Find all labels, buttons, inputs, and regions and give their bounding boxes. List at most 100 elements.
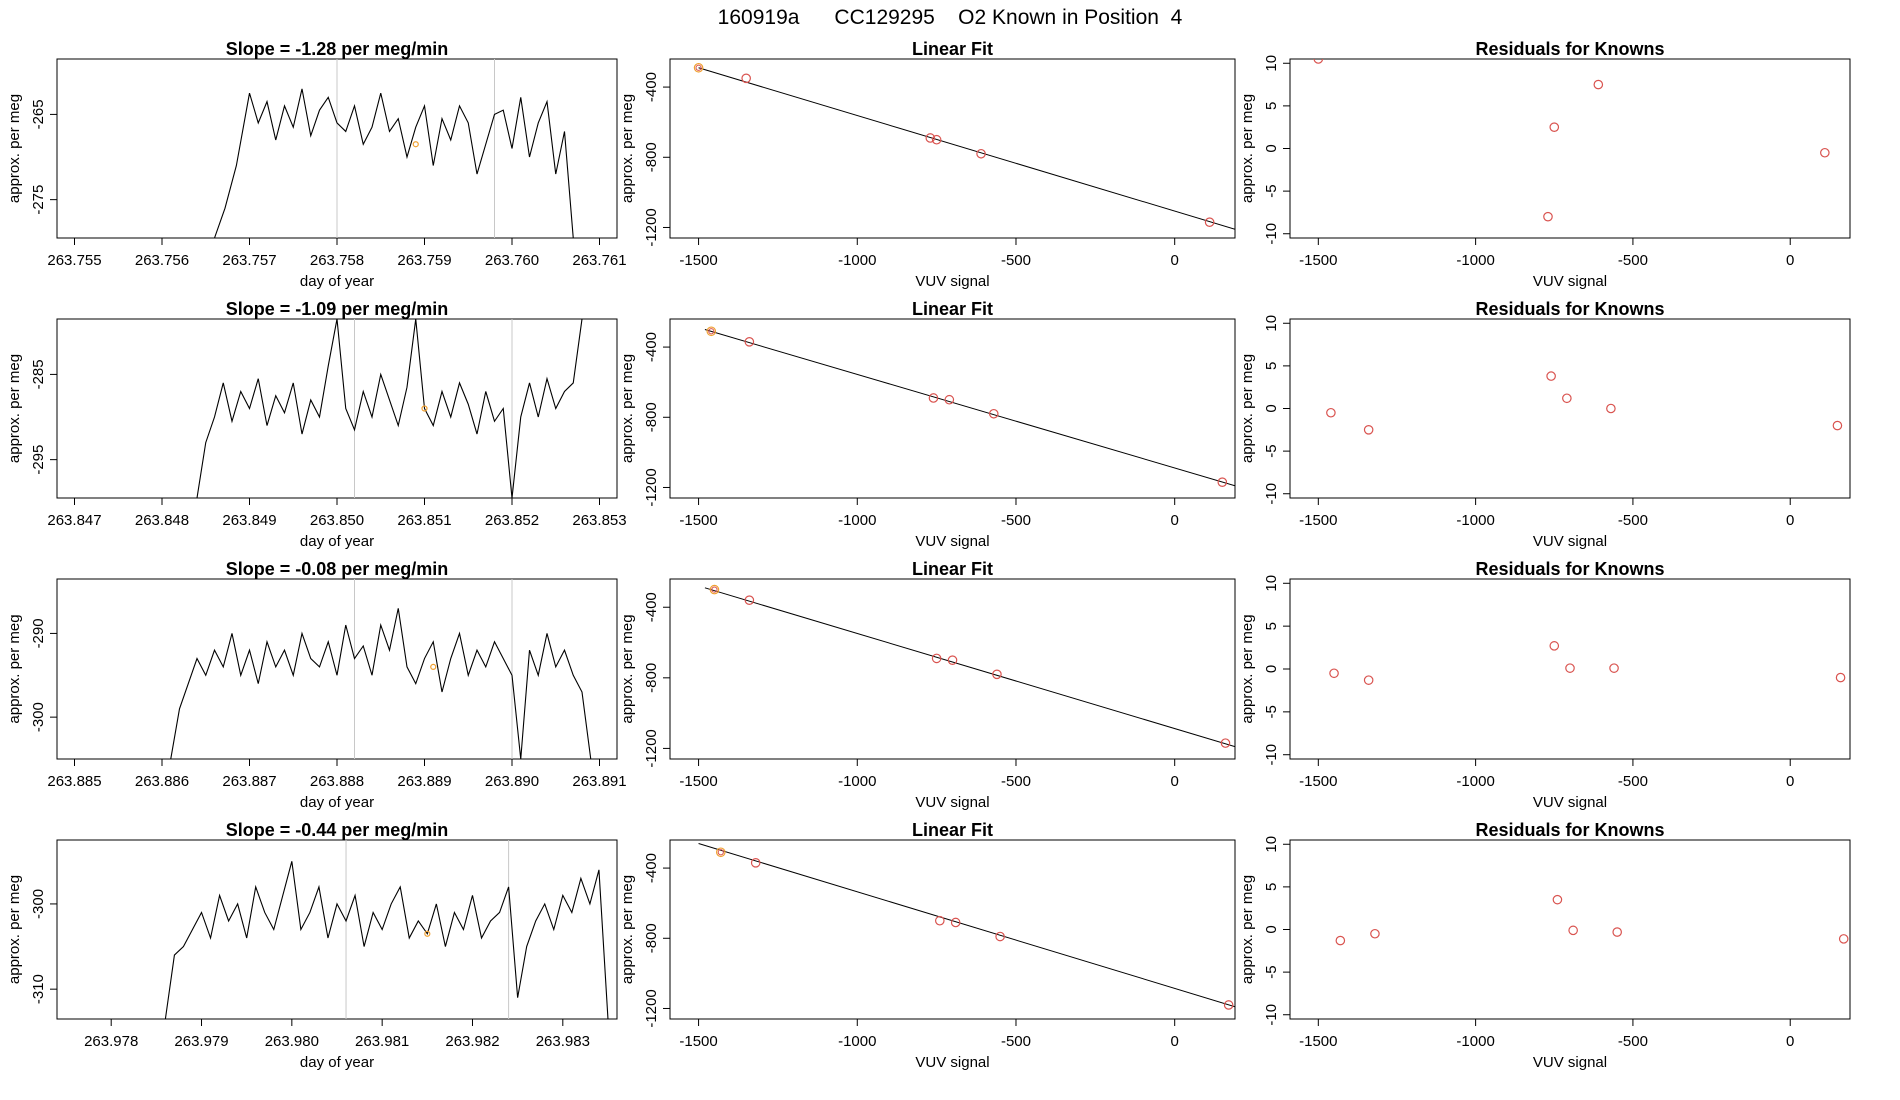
data-point xyxy=(1606,403,1616,414)
x-tick-label: 263.981 xyxy=(355,1033,409,1050)
highlight-point xyxy=(424,930,431,937)
y-tick-label: 0 xyxy=(1263,925,1280,933)
data-point xyxy=(744,337,755,347)
x-tick-label: 263.979 xyxy=(174,1033,228,1050)
plot-frame xyxy=(1289,578,1851,760)
x-tick-label: -1000 xyxy=(1456,252,1494,269)
x-axis-label: VUV signal xyxy=(1533,273,1607,290)
y-tick-label: -1200 xyxy=(643,729,660,767)
chart-title: Residuals for Knowns xyxy=(1475,39,1664,59)
x-tick-label: 263.888 xyxy=(310,773,364,790)
data-point xyxy=(1593,79,1604,90)
x-tick-label: 263.849 xyxy=(222,512,276,529)
x-axis-label: day of year xyxy=(300,533,374,550)
plot-area xyxy=(1326,371,1843,435)
y-tick-label: -5 xyxy=(1263,444,1280,457)
data-point xyxy=(1549,122,1560,132)
x-tick-label: -1500 xyxy=(679,1033,717,1050)
x-tick-label: -1500 xyxy=(679,773,717,790)
x-tick-label: 263.885 xyxy=(47,773,101,790)
y-axis-label: approx. per meg xyxy=(1239,94,1256,203)
x-tick-label: -1000 xyxy=(1456,773,1494,790)
series-line xyxy=(196,319,583,498)
x-axis-label: VUV signal xyxy=(915,1054,989,1071)
y-tick-label: 5 xyxy=(1263,102,1280,110)
x-tick-label: -1500 xyxy=(1299,1033,1337,1050)
y-tick-label: -800 xyxy=(643,663,660,693)
x-axis-label: day of year xyxy=(300,273,374,290)
y-axis-label: approx. per meg xyxy=(1239,875,1256,984)
highlight-point xyxy=(693,62,704,73)
panel-timeseries-2: Slope = -1.09 per meg/min 263.847 263.848 2… xyxy=(6,299,627,550)
chart-title: Linear Fit xyxy=(912,299,993,319)
x-tick-label: -500 xyxy=(1001,512,1031,529)
data-point xyxy=(1568,925,1578,936)
data-point xyxy=(1838,934,1849,944)
y-tick-label: -10 xyxy=(1263,744,1280,766)
plot-frame xyxy=(1289,58,1851,239)
fit-line xyxy=(698,67,1235,230)
data-point xyxy=(1543,211,1553,222)
x-axis-label: VUV signal xyxy=(915,273,989,290)
highlight-point xyxy=(412,141,419,148)
highlight-point xyxy=(706,326,717,337)
x-tick-label: 0 xyxy=(1786,1033,1794,1050)
chart-title: Residuals for Knowns xyxy=(1475,820,1664,840)
x-tick-label: 263.760 xyxy=(485,252,539,269)
data-point xyxy=(1612,927,1622,937)
x-tick-label: -500 xyxy=(1001,1033,1031,1050)
x-tick-label: 263.851 xyxy=(397,512,451,529)
plot-area xyxy=(693,62,1235,230)
data-point xyxy=(1546,371,1556,381)
x-tick-label: 263.847 xyxy=(47,512,101,529)
x-tick-label: 263.755 xyxy=(47,252,101,269)
data-point xyxy=(988,408,999,419)
y-tick-label: -5 xyxy=(1263,705,1280,718)
y-tick-label: -800 xyxy=(643,402,660,432)
series-line xyxy=(213,88,574,238)
page-title: 160919a CC129295 O2 Known in Position 4 xyxy=(718,6,1183,29)
y-axis-label: approx. per meg xyxy=(1239,354,1256,463)
y-axis-label: approx. per meg xyxy=(6,614,23,723)
x-tick-label: 263.757 xyxy=(222,252,276,269)
y-tick-label: 5 xyxy=(1263,883,1280,891)
x-axis-label: VUV signal xyxy=(1533,794,1607,811)
panel-linear-fit-3: Linear Fit -1500 -1000 -500 0 VUV signal -400 -… xyxy=(619,559,1236,811)
data-point xyxy=(931,134,942,145)
x-tick-label: -1000 xyxy=(838,512,876,529)
chart-title: Slope = -1.28 per meg/min xyxy=(226,39,449,59)
x-axis-label: VUV signal xyxy=(915,794,989,811)
y-tick-label: -5 xyxy=(1263,965,1280,978)
plot-frame xyxy=(669,58,1236,239)
y-axis-label: approx. per meg xyxy=(6,354,23,463)
data-point xyxy=(1363,425,1374,435)
x-tick-label: 263.759 xyxy=(397,252,451,269)
x-tick-label: 263.886 xyxy=(135,773,189,790)
y-tick-label: -10 xyxy=(1263,1004,1280,1026)
y-axis-label: approx. per meg xyxy=(619,614,636,723)
data-point xyxy=(1335,935,1346,946)
panel-residuals-4: Residuals for Knowns -1500 -1000 -500 0 VUV s… xyxy=(1239,820,1851,1071)
y-tick-label: -285 xyxy=(30,359,47,389)
x-axis-label: VUV signal xyxy=(1533,1054,1607,1071)
y-tick-label: -400 xyxy=(643,592,660,622)
chart-title: Slope = -0.08 per meg/min xyxy=(226,559,449,579)
x-tick-label: -500 xyxy=(1001,773,1031,790)
plot-area xyxy=(704,584,1235,748)
data-point xyxy=(1835,672,1846,683)
y-tick-label: -5 xyxy=(1263,184,1280,197)
y-tick-label: 5 xyxy=(1263,622,1280,630)
data-point xyxy=(935,915,945,926)
data-point xyxy=(711,586,718,593)
x-tick-label: 263.852 xyxy=(485,512,539,529)
y-tick-label: 10 xyxy=(1263,55,1280,72)
data-point xyxy=(1832,420,1843,431)
y-tick-label: -400 xyxy=(643,332,660,362)
panel-timeseries-1: Slope = -1.28 per meg/min 263.755 263.756 2… xyxy=(6,39,627,290)
x-tick-label: 263.891 xyxy=(572,773,626,790)
chart-title: Residuals for Knowns xyxy=(1475,559,1664,579)
data-point xyxy=(1217,477,1228,488)
plot-area xyxy=(196,319,583,498)
series-line xyxy=(164,861,609,1019)
y-axis-label: approx. per meg xyxy=(6,94,23,203)
